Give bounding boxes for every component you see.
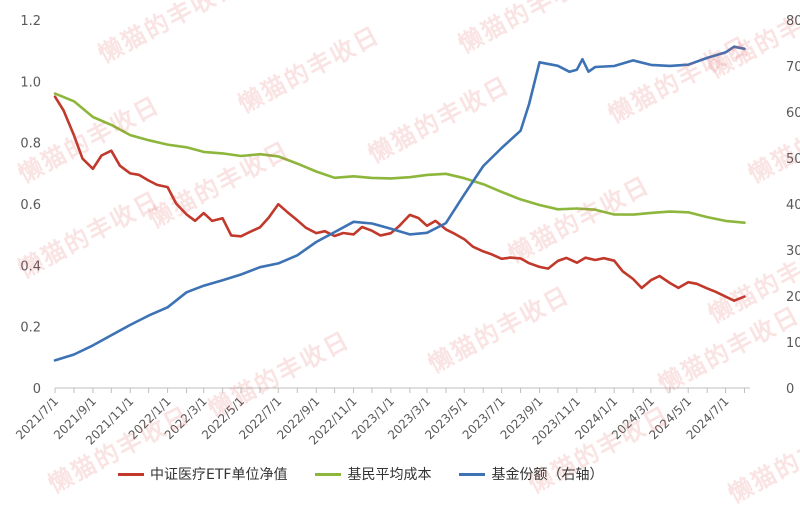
chart-axes bbox=[54, 387, 750, 393]
series-line-0 bbox=[53, 95, 746, 303]
y-right-tick-label: 500 bbox=[786, 152, 800, 167]
y-left-tick-label: 0 bbox=[33, 382, 41, 397]
y-left-tick-label: 1.2 bbox=[20, 14, 41, 29]
y-right-tick-label: 400 bbox=[786, 198, 800, 213]
legend-swatch-nav bbox=[118, 472, 144, 476]
legend-item-nav: 中证医疗ETF单位净值 bbox=[118, 464, 287, 484]
legend-label-cost: 基民平均成本 bbox=[347, 467, 432, 483]
series-line-2 bbox=[53, 45, 746, 362]
legend-swatch-cost bbox=[315, 472, 342, 476]
y-left-tick-label: 1.0 bbox=[20, 75, 41, 90]
y-left-tick-label: 0.6 bbox=[20, 198, 41, 213]
y-right-tick-label: 300 bbox=[786, 244, 800, 259]
legend-label-nav: 中证医疗ETF单位净值 bbox=[150, 467, 288, 483]
y-left-tick-label: 0.2 bbox=[20, 321, 41, 336]
y-right-tick-label: 800 bbox=[786, 14, 800, 29]
legend-swatch-shares bbox=[459, 472, 486, 476]
y-right-tick-label: 0 bbox=[786, 382, 794, 397]
chart-svg: 0 0.2 0.4 0.6 0.8 1.0 1.2 0 100 200 300 400 500 600 70… bbox=[13, 14, 800, 448]
chart-ticks: 0 0.2 0.4 0.6 0.8 1.0 1.2 0 100 200 300 400 500 600 70… bbox=[13, 14, 800, 448]
chart-lines bbox=[53, 45, 746, 362]
legend-item-shares: 基金份额（右轴） bbox=[459, 464, 603, 484]
series-line-1 bbox=[53, 92, 746, 224]
y-left-tick-label: 0.4 bbox=[20, 259, 41, 274]
y-right-tick-label: 100 bbox=[786, 336, 800, 351]
y-right-tick-label: 200 bbox=[786, 290, 800, 305]
legend-item-cost: 基民平均成本 bbox=[315, 464, 431, 484]
y-right-tick-label: 700 bbox=[786, 60, 800, 75]
y-right-tick-label: 600 bbox=[786, 106, 800, 121]
chart-legend: 中证医疗ETF单位净值 基民平均成本 基金份额（右轴） bbox=[118, 464, 603, 484]
y-left-tick-label: 0.8 bbox=[20, 137, 41, 152]
legend-label-shares: 基金份额（右轴） bbox=[491, 467, 604, 483]
